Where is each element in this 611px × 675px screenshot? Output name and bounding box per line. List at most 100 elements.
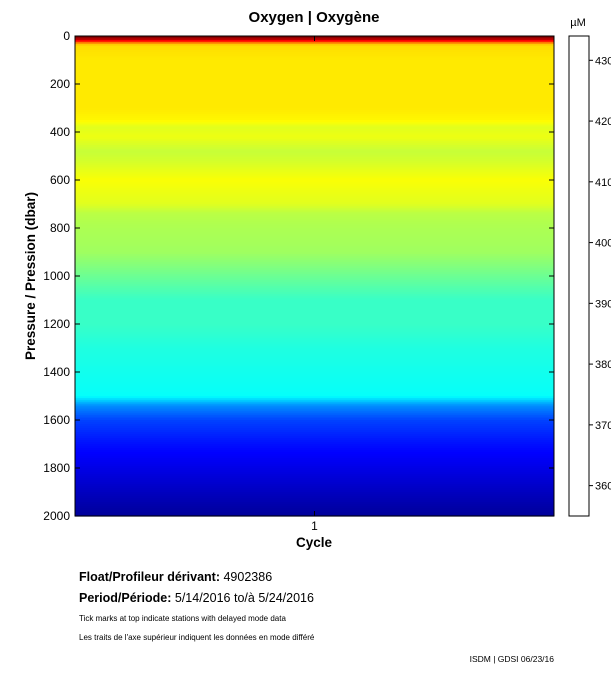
heatmap-cell xyxy=(75,346,554,349)
heatmap-cell xyxy=(75,190,554,193)
heatmap-cell xyxy=(75,228,554,231)
heatmap-cell xyxy=(75,508,554,511)
heatmap-cell xyxy=(75,182,554,185)
heatmap-cell xyxy=(75,260,554,263)
heatmap-cell xyxy=(75,370,554,373)
heatmap-cell xyxy=(75,407,554,411)
heatmap-cell xyxy=(75,76,554,79)
heatmap-cell xyxy=(75,178,554,181)
heatmap-cell xyxy=(75,82,554,85)
heatmap-cell xyxy=(75,474,554,477)
heatmap-cell xyxy=(75,318,554,321)
period-start: 5/14/2016 xyxy=(174,591,231,605)
heatmap-cell xyxy=(75,500,554,503)
heatmap-cell xyxy=(75,399,554,403)
heatmap-cell xyxy=(75,411,554,414)
heatmap-cell xyxy=(75,132,554,136)
heatmap-cell xyxy=(75,131,554,134)
heatmap-cell xyxy=(75,223,554,227)
heatmap-cell xyxy=(75,204,554,207)
heatmap-cell xyxy=(75,68,554,71)
heatmap-cell xyxy=(75,306,554,309)
heatmap-cell xyxy=(75,98,554,101)
heatmap-cell xyxy=(75,352,554,355)
heatmap-cell xyxy=(75,106,554,109)
colorbar-tick-label: 380 xyxy=(595,359,611,371)
heatmap-cell xyxy=(75,338,554,341)
heatmap-cell xyxy=(75,432,554,435)
heatmap-cell xyxy=(75,304,554,307)
heatmap-cell xyxy=(75,403,554,407)
heatmap-cell xyxy=(75,434,554,437)
heatmap-cell xyxy=(75,205,554,209)
heatmap-cell xyxy=(75,202,554,205)
heatmap-cell xyxy=(75,492,554,495)
heatmap-cell xyxy=(75,125,554,128)
heatmap-cell xyxy=(75,43,554,47)
heatmap-cell xyxy=(75,39,554,43)
heatmap-cell xyxy=(75,121,554,125)
heatmap-cell xyxy=(75,413,554,416)
heatmap-cell xyxy=(75,188,554,191)
heatmap-cell xyxy=(75,314,554,317)
heatmap-cell xyxy=(75,392,554,395)
heatmap-cell xyxy=(75,172,554,175)
heatmap-cell xyxy=(75,72,554,75)
heatmap-cell xyxy=(75,426,554,429)
heatmap-cell xyxy=(75,240,554,243)
heatmap-cell xyxy=(75,258,554,261)
heatmap-cell xyxy=(75,168,554,171)
heatmap-cell xyxy=(75,286,554,289)
heatmap-cell xyxy=(75,278,554,281)
heatmap-cell xyxy=(75,170,554,173)
heatmap-cell xyxy=(75,284,554,287)
heatmap-cell xyxy=(75,90,554,93)
heatmap-cell xyxy=(75,268,554,271)
heatmap-cell xyxy=(75,110,554,113)
heatmap-cell xyxy=(75,430,554,433)
colorbar-tick-label: 410 xyxy=(595,177,611,189)
heatmap-cell xyxy=(75,390,554,393)
heatmap-cell xyxy=(75,127,554,130)
y-tick-label: 1400 xyxy=(43,365,70,379)
heatmap-cell xyxy=(75,496,554,499)
heatmap-cell xyxy=(75,230,554,233)
heatmap-cell xyxy=(75,328,554,331)
heatmap-cell xyxy=(75,368,554,371)
heatmap-cell xyxy=(75,440,554,443)
heatmap-cell xyxy=(75,466,554,469)
heatmap-cell xyxy=(75,55,554,59)
heatmap-cell xyxy=(75,482,554,485)
x-tick-label: 1 xyxy=(311,519,318,533)
heatmap-cell xyxy=(75,478,554,481)
heatmap-cell xyxy=(75,312,554,315)
heatmap-cell xyxy=(75,374,554,377)
heatmap-cell xyxy=(75,186,554,189)
heatmap-cell xyxy=(75,86,554,89)
heatmap-cell xyxy=(75,80,554,83)
heatmap-cell xyxy=(75,104,554,107)
heatmap-cell xyxy=(75,366,554,369)
heatmap-cell xyxy=(75,225,554,229)
heatmap-cell xyxy=(75,156,554,160)
heatmap-cell xyxy=(75,74,554,77)
heatmap-cell xyxy=(75,129,554,132)
float-info: Float/Profileur dérivant: 4902386 xyxy=(79,570,272,584)
heatmap-cell xyxy=(75,396,554,399)
y-tick-label: 1600 xyxy=(43,413,70,427)
heatmap-cell xyxy=(75,51,554,55)
period-to: to/à xyxy=(233,591,255,605)
y-tick-label: 200 xyxy=(50,77,70,91)
heatmap-cell xyxy=(75,450,554,453)
heatmap-cell xyxy=(75,120,554,123)
heatmap-cell xyxy=(75,102,554,105)
heatmap-cell xyxy=(75,114,554,117)
heatmap-cell xyxy=(75,138,554,142)
heatmap-cell xyxy=(75,280,554,283)
colorbar-unit: µM xyxy=(570,17,586,29)
heatmap-cell xyxy=(75,151,554,154)
heatmap-cell xyxy=(75,158,554,162)
heatmap-cell xyxy=(75,100,554,103)
heatmap-cell xyxy=(75,276,554,279)
heatmap-cell xyxy=(75,480,554,483)
